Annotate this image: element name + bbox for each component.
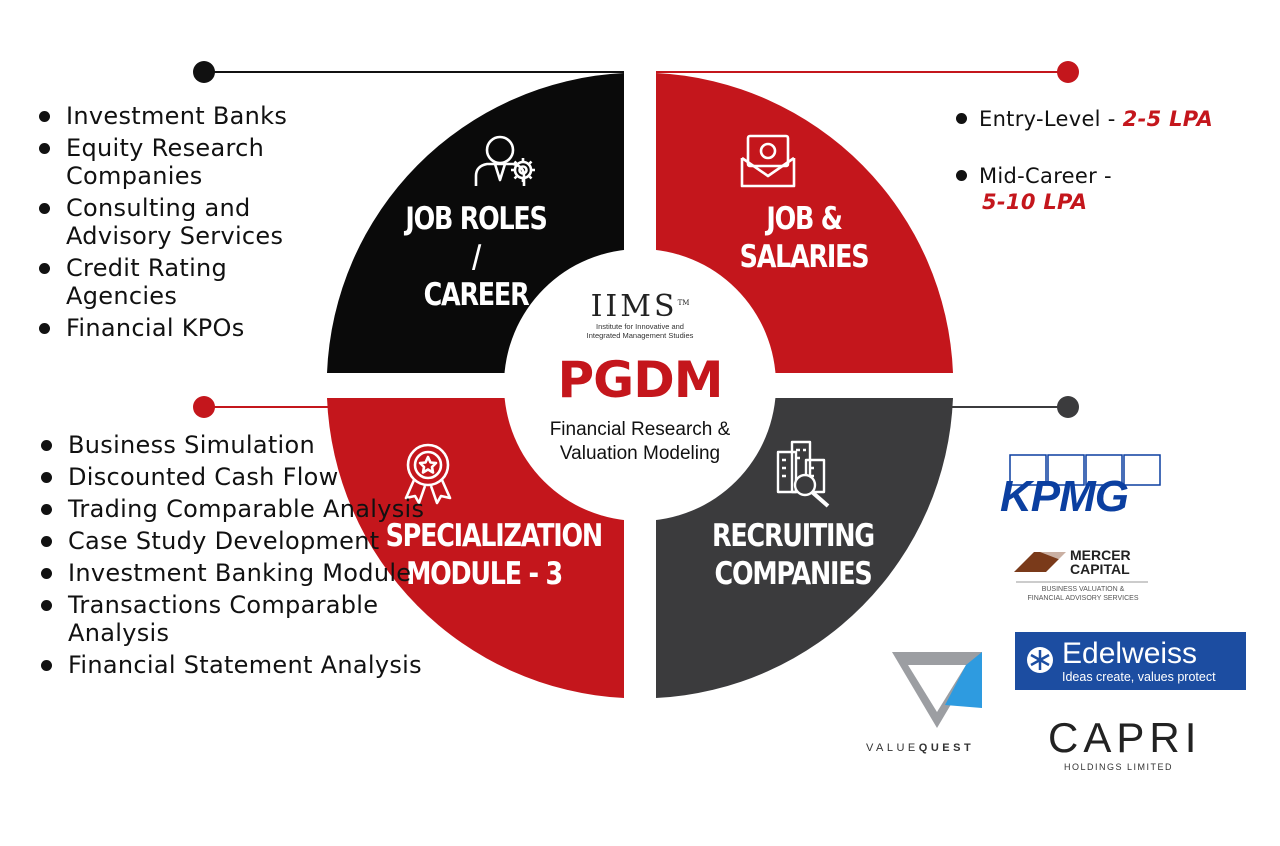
edelweiss-logo-box: [1015, 632, 1246, 690]
salary-label: Mid-Career -: [979, 164, 1112, 188]
job-roles-title-line2: CAREER: [423, 277, 530, 313]
list-item: Case Study Development: [40, 527, 480, 555]
trademark-mark: TM: [677, 299, 690, 307]
edelweiss-flower-icon: [1027, 647, 1053, 673]
buildings-search-icon: [776, 440, 830, 508]
valuequest-emblem: [892, 652, 982, 728]
list-item: Investment Banking Module: [40, 559, 480, 587]
recruiting-title-line1: RECRUITING: [712, 518, 875, 554]
bullet-dot: [956, 113, 967, 124]
list-item: Credit Rating Agencies: [38, 254, 328, 310]
job-roles-title-line1: JOB ROLES /: [405, 201, 548, 275]
mercer-capital-tagline: BUSINESS VALUATION & FINANCIAL ADVISORY …: [1010, 585, 1156, 603]
kpmg-logo: KPMG: [1000, 472, 1129, 521]
quadrant-label-recruiting: RECRUITING COMPANIES: [703, 517, 883, 593]
salary-entry-level: Entry-Level - 2-5 LPA: [956, 106, 1213, 132]
capri-logo: CAPRI: [1048, 714, 1202, 761]
mercer-sub2: FINANCIAL ADVISORY SERVICES: [1027, 595, 1139, 602]
subtitle-line2: Valuation Modeling: [559, 443, 721, 464]
list-item: Consulting and Advisory Services: [38, 194, 328, 250]
specialization-title-line2: MODULE - 3: [406, 556, 563, 592]
mercer-sub1: BUSINESS VALUATION &: [1041, 586, 1125, 593]
kpmg-logo-boxes: [1009, 454, 1161, 486]
program-subtitle: Financial Research & Valuation Modeling: [508, 418, 772, 466]
mercer-line2: CAPITAL: [1070, 561, 1130, 577]
list-item: Financial Statement Analysis: [40, 651, 480, 679]
quadrant-label-salaries: JOB & SALARIES: [730, 200, 878, 276]
capri-subtitle: HOLDINGS LIMITED: [1064, 762, 1174, 772]
mercer-line1: MERCER: [1070, 547, 1131, 563]
list-item: Investment Banks: [38, 102, 328, 130]
valuequest-logo: VALUEQUEST: [866, 742, 974, 754]
mercer-capital-emblem: [1014, 552, 1148, 583]
quadrant-label-job-roles: JOB ROLES / CAREER: [402, 200, 550, 314]
salary-value: 2-5 LPA: [1122, 107, 1214, 131]
quadrant-label-specialization: SPECIALIZATION MODULE - 3: [385, 517, 604, 593]
bullet-dot: [956, 170, 967, 181]
iims-brand-text: IIMS: [590, 289, 678, 324]
mercer-capital-logo: MERCER CAPITAL: [1070, 548, 1131, 576]
list-item: Transactions Comparable Analysis: [40, 591, 480, 647]
institute-line1: Institute for Innovative and: [596, 322, 684, 331]
list-item: Financial KPOs: [38, 314, 328, 342]
salaries-title-line1: JOB &: [766, 201, 843, 237]
salary-label: Entry-Level -: [979, 107, 1123, 131]
list-item: Equity Research Companies: [38, 134, 328, 190]
list-item: Discounted Cash Flow: [40, 463, 480, 491]
valuequest-text-b: QUEST: [918, 742, 975, 754]
edelweiss-tagline: Ideas create, values protect: [1062, 670, 1216, 684]
connector-dot-top-left: [193, 61, 215, 83]
connector-dot-top-right: [1057, 61, 1079, 83]
businessman-gear-icon: [474, 135, 535, 186]
award-badge-icon: [404, 443, 452, 505]
subtitle-line1: Financial Research &: [549, 419, 731, 440]
salary-mid-career: Mid-Career - 5-10 LPA: [956, 163, 1112, 215]
list-item: Trading Comparable Analysis: [40, 495, 480, 523]
iims-logo: IIMSTM Institute for Innovative and Inte…: [540, 288, 740, 341]
job-roles-list: Investment Banks Equity Research Companie…: [38, 102, 328, 346]
salaries-title-line2: SALARIES: [739, 239, 870, 275]
specialization-title-line1: SPECIALIZATION: [385, 518, 604, 554]
salary-value: 5-10 LPA: [982, 190, 1088, 214]
valuequest-text-a: VALUE: [866, 742, 919, 754]
money-envelope-icon: [740, 134, 796, 188]
program-title: PGDM: [557, 351, 724, 409]
list-item: Business Simulation: [40, 431, 480, 459]
connector-dot-bottom-right: [1057, 396, 1079, 418]
recruiting-title-line2: COMPANIES: [714, 556, 873, 592]
edelweiss-logo: Edelweiss: [1062, 637, 1198, 670]
connector-dot-bottom-left: [193, 396, 215, 418]
center-circle: [504, 249, 776, 521]
modules-list: Business Simulation Discounted Cash Flow T…: [40, 431, 480, 683]
institute-line2: Integrated Management Studies: [586, 331, 694, 340]
